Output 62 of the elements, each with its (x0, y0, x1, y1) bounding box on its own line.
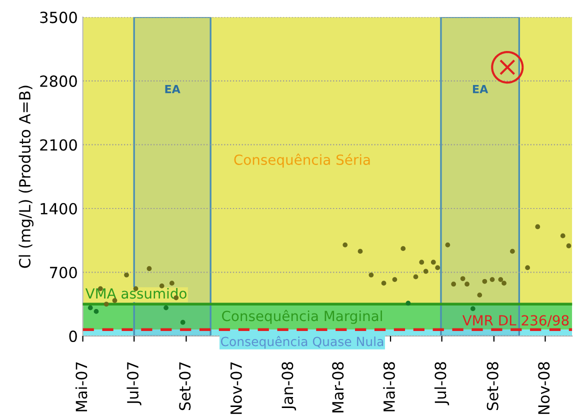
point (381, 280, 386, 286)
ref-line-label: VMR DL 236/98 (462, 315, 569, 327)
point (423, 268, 428, 274)
point (502, 280, 506, 286)
point (358, 248, 363, 254)
y-tick-label: 1400 (40, 202, 77, 215)
y-axis-title: Cl (mg/L) (Produto A=B) (18, 86, 34, 268)
point (413, 274, 418, 280)
point (566, 243, 572, 248)
point (180, 320, 186, 325)
point (477, 292, 482, 298)
band-label: EA (472, 85, 488, 94)
y-tick-label: 700 (50, 266, 77, 278)
point (419, 260, 424, 265)
band-label: EA (165, 85, 180, 94)
x-tick-label: Set-08 (486, 362, 498, 410)
point (535, 224, 540, 230)
point (460, 276, 466, 282)
point (490, 277, 495, 282)
x-tick-label: Jan-08 (282, 362, 296, 410)
point (464, 282, 470, 287)
x-tick-label: Nov-07 (230, 362, 242, 414)
point (445, 242, 450, 248)
band-label: Consequência Marginal (222, 310, 382, 324)
ref-line-label: VMA assumido (85, 288, 186, 299)
point (498, 277, 504, 282)
point (169, 280, 174, 286)
x-tick-label: Jul-07 (126, 362, 142, 406)
point (104, 302, 109, 307)
point (430, 260, 436, 265)
point (510, 248, 515, 254)
point (406, 300, 411, 306)
point (94, 309, 99, 314)
x-tick-label: Set-07 (179, 362, 191, 410)
band-label: Consequência Séria (234, 154, 370, 168)
point (342, 242, 348, 248)
point (470, 306, 476, 312)
point (451, 282, 456, 287)
point (435, 265, 440, 270)
point (164, 305, 168, 310)
x-tick-label: Jul-08 (434, 362, 450, 406)
x-tick-label: Nov-08 (538, 362, 550, 414)
x-tick-label: Mai-08 (383, 362, 395, 412)
point (491, 50, 524, 84)
point (88, 305, 93, 310)
point (400, 246, 406, 252)
point (146, 266, 152, 272)
y-tick-label: 3500 (40, 12, 77, 24)
point (368, 272, 374, 278)
y-tick-label: 0 (69, 330, 77, 342)
point (159, 283, 164, 288)
point (112, 298, 118, 303)
x-tick-label: Mar-08 (332, 362, 344, 412)
band-label: Consequência Quase Nula (220, 336, 384, 349)
point (392, 277, 398, 282)
point (124, 272, 129, 278)
point (525, 265, 530, 270)
x-tick-label: Mai-07 (75, 362, 88, 412)
y-tick-label: 2100 (40, 139, 77, 151)
y-tick-label: 2800 (40, 75, 77, 87)
point (560, 233, 566, 238)
point (482, 278, 488, 284)
